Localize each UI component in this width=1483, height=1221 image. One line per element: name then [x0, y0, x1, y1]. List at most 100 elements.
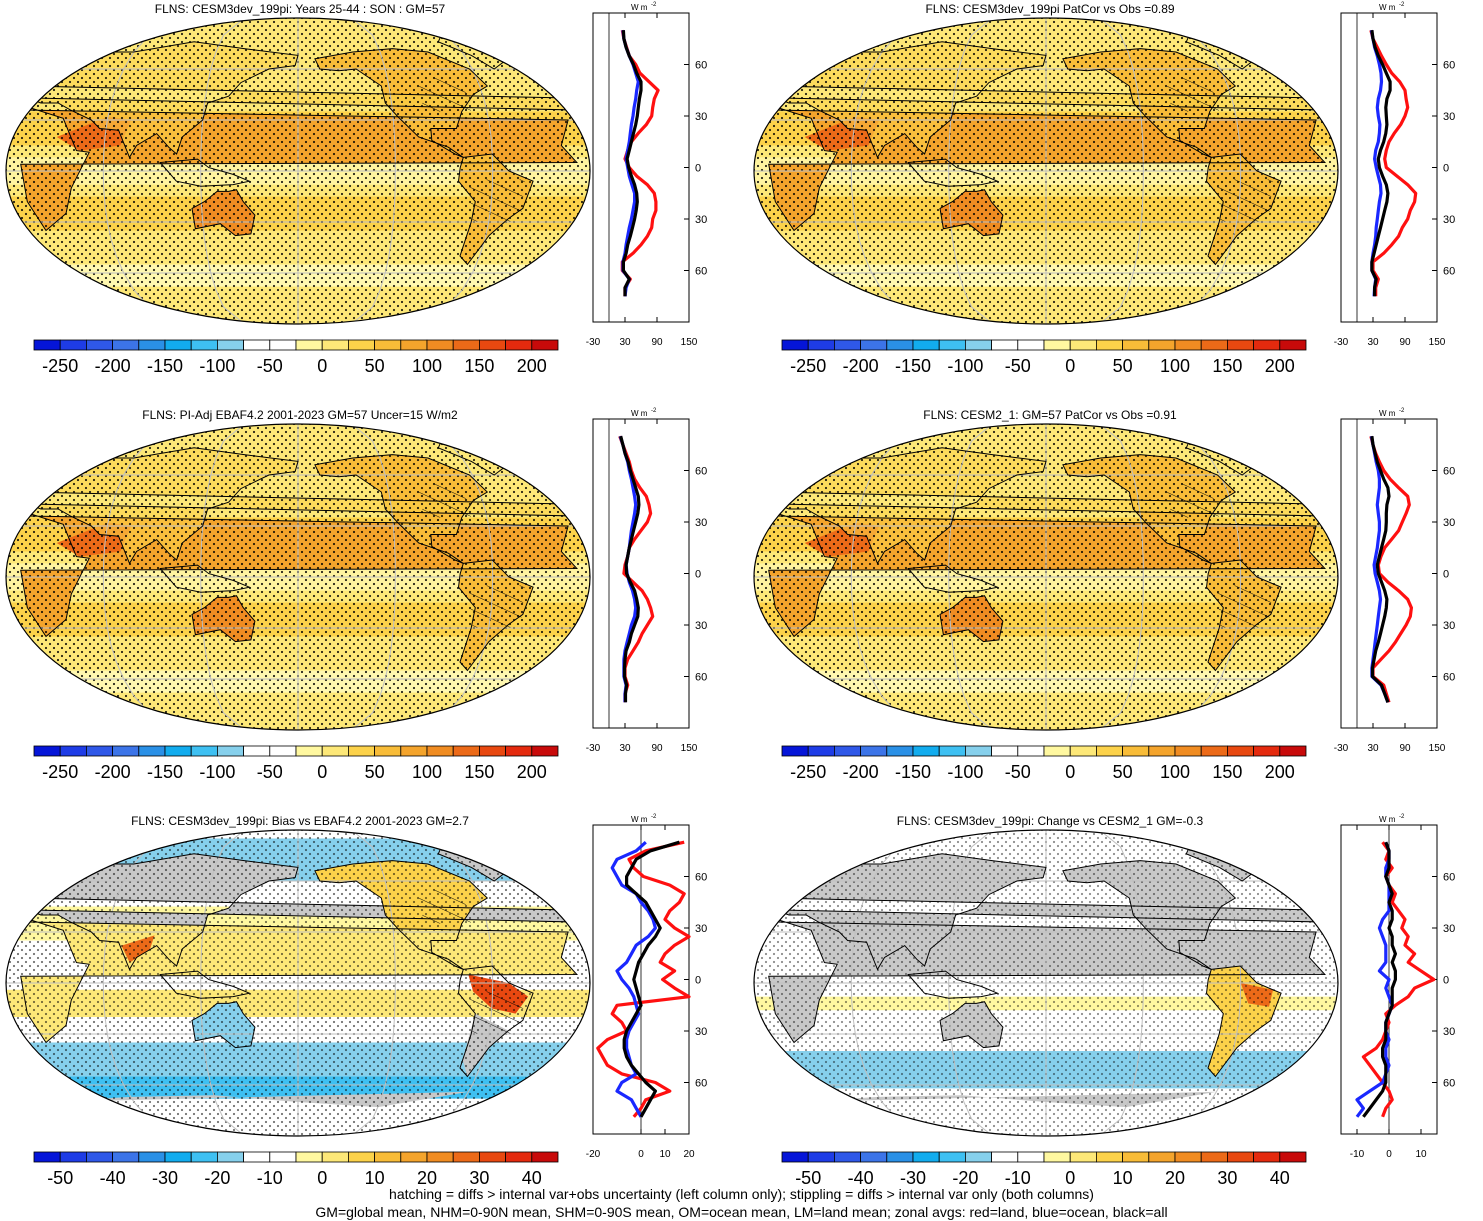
colorbar-swatch	[1069, 1151, 1097, 1163]
colorbar-swatch	[1095, 1151, 1123, 1163]
world-map-svg	[753, 423, 1339, 731]
profile-xtick-label: -30	[1334, 743, 1349, 754]
hatching	[416, 77, 472, 112]
coastline-namerica	[314, 454, 489, 564]
coastline-australia	[191, 189, 256, 237]
colorbar-tick-label: -50	[1005, 356, 1031, 376]
colorbar-tick-label: -250	[42, 762, 78, 782]
profile-xtick-label: 30	[619, 743, 631, 754]
colorbar-tick-label: 100	[412, 762, 442, 782]
colorbar-swatch	[59, 745, 87, 757]
hatching	[1164, 77, 1220, 112]
colorbar-swatch	[269, 745, 297, 757]
colorbar-swatch	[1253, 745, 1281, 757]
colorbar-swatch	[86, 745, 114, 757]
colorbar-tick-label: -30	[152, 1168, 178, 1188]
panel-title: FLNS: CESM3dev_199pi PatCor vs Obs =0.89	[925, 2, 1175, 16]
colorbar-swatch	[59, 339, 87, 351]
colorbar-tick-label: 200	[517, 762, 547, 782]
profile-ytick-label: 0	[1443, 975, 1449, 987]
profile-ytick-label: 30N	[1443, 111, 1456, 123]
colorbar-swatch	[964, 745, 992, 757]
profile-ytick-label: 60N	[695, 466, 708, 478]
map-field	[6, 830, 590, 1136]
profile-ytick-label: 30N	[1443, 923, 1456, 935]
profile-unit-label: W m	[1379, 409, 1396, 418]
colorbar-tick-label: -250	[790, 762, 826, 782]
map-border	[5, 829, 591, 1137]
colorbar-swatch	[991, 339, 1019, 351]
profile-xtick-label: 10	[1415, 1149, 1427, 1160]
profile-ytick-label: 30S	[1443, 1026, 1456, 1038]
colorbar-tick-label: 50	[365, 762, 385, 782]
hatching	[468, 991, 525, 1034]
profile-ytick-label: 60S	[1443, 266, 1456, 278]
profile-ytick-label: 60S	[695, 672, 708, 684]
colorbar-swatch	[33, 745, 61, 757]
colorbar: -250-200-150-100-50050100150200250	[30, 744, 564, 786]
colorbar-swatch	[190, 339, 218, 351]
profile-ytick-label: 60N	[1443, 60, 1456, 72]
colorbar-tick-label: -200	[95, 356, 131, 376]
colorbar-swatch	[452, 745, 480, 757]
colorbar-swatch	[243, 1151, 271, 1163]
colorbar-swatch	[164, 339, 192, 351]
profile-xtick-label: -10	[1350, 1149, 1365, 1160]
coastline-indonesia	[159, 970, 252, 999]
panel-title: FLNS: PI-Adj EBAF4.2 2001-2023 GM=57 Unc…	[142, 408, 458, 422]
colorbar-tick-label: 40	[1270, 1168, 1290, 1188]
colorbar-tick-label: 0	[1065, 1168, 1075, 1188]
colorbar-swatch	[1174, 339, 1202, 351]
profile-ytick-label: 60N	[1443, 466, 1456, 478]
map-border	[753, 17, 1339, 325]
zonal-mean-profile: -30 30 90 150 60N 30N 0 30S 60S W m-2	[578, 0, 708, 355]
profile-xtick-label: 20	[683, 1149, 695, 1160]
world-map	[752, 828, 1340, 1138]
coastline-samerica	[457, 559, 534, 672]
colorbar-swatch	[374, 745, 402, 757]
profile-ytick-label: 60S	[1443, 672, 1456, 684]
graticule-meridian	[102, 424, 192, 730]
coastline-australia	[191, 1001, 256, 1049]
colorbar-tick-label: -250	[42, 356, 78, 376]
colorbar-tick-label: 150	[464, 356, 494, 376]
profile-line-all	[1370, 29, 1392, 297]
profile-ytick-label: 30S	[695, 214, 708, 226]
colorbar-swatch	[807, 339, 835, 351]
graticule-meridian	[102, 18, 192, 324]
colorbar-tick-label: -150	[895, 762, 931, 782]
profile-xtick-label: 150	[681, 743, 698, 754]
colorbar-tick-label: -50	[257, 762, 283, 782]
colorbar-swatch	[991, 1151, 1019, 1163]
profile-xtick-label: -30	[586, 743, 601, 754]
colorbar-tick-label: 200	[517, 356, 547, 376]
profile-unit-exponent: -2	[651, 2, 657, 8]
colorbar-swatch	[1017, 339, 1045, 351]
profile-xtick-label: -20	[586, 1149, 601, 1160]
colorbar-swatch	[1279, 339, 1307, 351]
coastline-indonesia	[159, 564, 252, 593]
colorbar-swatch	[781, 1151, 809, 1163]
world-map-svg	[753, 829, 1339, 1137]
profile-ytick-label: 60N	[695, 872, 708, 884]
colorbar-swatch	[1069, 745, 1097, 757]
colorbar-swatch	[321, 745, 349, 757]
map-border	[753, 423, 1339, 731]
colorbar-tick-label: 150	[1212, 356, 1242, 376]
colorbar-swatch	[1226, 1151, 1254, 1163]
colorbar-swatch	[1069, 339, 1097, 351]
map-field	[754, 830, 1338, 1136]
graticule-meridian	[351, 18, 396, 324]
colorbar-swatch	[400, 1151, 428, 1163]
profile-line-all	[619, 435, 641, 703]
colorbar-swatch	[912, 1151, 940, 1163]
profile-xtick-label: 30	[619, 337, 631, 348]
colorbar-tick-label: -50	[1005, 762, 1031, 782]
colorbar-swatch	[269, 1151, 297, 1163]
colorbar-swatch	[781, 745, 809, 757]
colorbar-tick-label: -150	[147, 762, 183, 782]
graticule-meridian	[1099, 18, 1144, 324]
colorbar-swatch	[400, 339, 428, 351]
colorbar-swatch	[531, 339, 559, 351]
colorbar-swatch	[1226, 745, 1254, 757]
